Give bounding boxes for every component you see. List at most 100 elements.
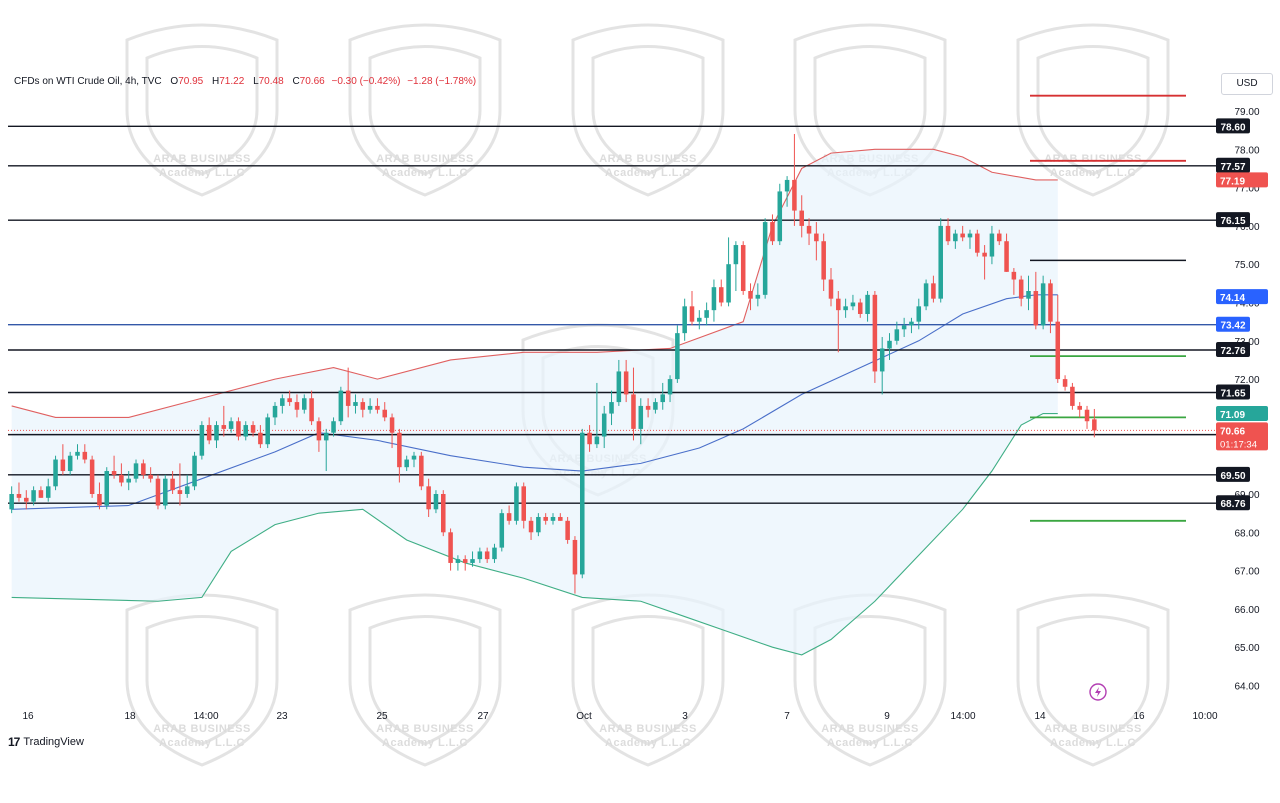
- candle-body: [887, 340, 892, 349]
- candle-body: [441, 494, 446, 533]
- y-tick-label: 64.00: [1234, 682, 1259, 693]
- candle-body: [141, 463, 146, 475]
- price-tag: [1216, 172, 1268, 188]
- watermark-subtext: Academy L.L.C: [1050, 167, 1136, 179]
- candle-body: [375, 405, 380, 410]
- candle-body: [89, 459, 95, 494]
- watermark-shield-icon: ARAB BUSINESS Academy L.L.C: [125, 23, 279, 197]
- countdown-label: 01:17:34: [1220, 439, 1257, 450]
- high-value: 71.22: [219, 76, 245, 87]
- open-label: O: [170, 76, 179, 87]
- shield-outline-icon: [1016, 593, 1170, 767]
- candle-body: [199, 425, 205, 456]
- candle-body: [287, 398, 292, 403]
- x-tick-label: 9: [884, 711, 890, 722]
- candle-body: [477, 551, 483, 560]
- shield-inner-icon: [368, 615, 482, 746]
- candle-body: [967, 233, 973, 238]
- price-tag-label: 71.09: [1220, 410, 1245, 421]
- time-axis[interactable]: 16 18 14:00 23 25 27 Oct 3 7 9 14:00 14 16 10:00: [22, 683, 1218, 722]
- x-tick-label: 23: [276, 711, 288, 722]
- candle-body: [784, 179, 790, 192]
- candle-body: [872, 294, 878, 372]
- level-tag: [1216, 384, 1250, 400]
- candle-body: [338, 390, 344, 422]
- candle-body: [631, 394, 636, 429]
- x-tick-label: 25: [376, 711, 388, 722]
- candle-body: [601, 413, 607, 437]
- y-tick-label: 78.00: [1234, 145, 1259, 156]
- candle-body: [675, 333, 680, 380]
- candle-body: [850, 302, 856, 307]
- tradingview-mark-icon: 17: [8, 735, 20, 749]
- watermark-shield-icon: ARAB BUSINESS Academy L.L.C: [571, 23, 725, 197]
- x-tick-label: 14: [1034, 711, 1046, 722]
- candle-body: [294, 402, 300, 410]
- x-tick-label: 27: [477, 711, 489, 722]
- y-tick-label: 77.00: [1234, 184, 1259, 195]
- candle-body: [1077, 405, 1082, 410]
- candle-body: [777, 191, 783, 242]
- candle-body: [733, 245, 739, 265]
- shield-inner-icon: [1036, 615, 1150, 746]
- candle-body: [24, 497, 29, 502]
- candle-body: [843, 306, 848, 311]
- candle-body: [265, 417, 270, 445]
- level-tag: [1216, 466, 1250, 482]
- level-tag-label: 68.76: [1220, 499, 1245, 510]
- watermark-text: ARAB BUSINESS: [376, 153, 474, 165]
- x-tick-label: 16: [1133, 711, 1145, 722]
- candle-body: [170, 478, 175, 491]
- candle-body: [1084, 409, 1090, 422]
- low-value: 70.48: [258, 76, 284, 87]
- candle-body: [609, 402, 614, 414]
- currency-button[interactable]: USD: [1221, 73, 1273, 95]
- candle-body: [989, 233, 995, 257]
- candle-body: [97, 494, 102, 506]
- y-tick-label: 66.00: [1234, 605, 1259, 616]
- watermark-subtext: Academy L.L.C: [382, 167, 468, 179]
- candle-body: [382, 409, 388, 418]
- candle-body: [1040, 283, 1046, 326]
- watermark-text: ARAB BUSINESS: [1044, 153, 1142, 165]
- candle-body: [667, 379, 673, 395]
- candle-body: [718, 287, 724, 303]
- level-tag-label: 73.42: [1220, 321, 1245, 332]
- level-tag-label: 78.60: [1220, 122, 1245, 133]
- candle-body: [616, 371, 622, 403]
- price-tag: [1216, 405, 1268, 421]
- candle-body: [1004, 241, 1009, 272]
- x-tick-label: 18: [124, 711, 136, 722]
- candle-body: [828, 279, 834, 299]
- candle-body: [945, 225, 951, 242]
- watermark-text: ARAB BUSINESS: [821, 723, 919, 735]
- y-tick-label: 68.00: [1234, 528, 1259, 539]
- price-axis[interactable]: 79.0078.0077.0076.0075.0074.0073.0072.00…: [1216, 66, 1280, 706]
- watermark-shield-icon: ARAB BUSINESS Academy L.L.C: [1016, 593, 1170, 767]
- candle-body: [228, 421, 234, 429]
- level-tag-label: 77.57: [1220, 162, 1245, 173]
- candle-body: [762, 222, 768, 295]
- candle-body: [931, 283, 936, 299]
- candle-body: [155, 478, 161, 506]
- candle-body: [499, 513, 505, 548]
- band-fill: [11, 149, 1058, 655]
- candle-body: [645, 405, 651, 410]
- level-tag-label: 72.76: [1220, 346, 1245, 357]
- candle-body: [799, 210, 804, 226]
- candle-body: [536, 516, 541, 533]
- candle-body: [45, 486, 51, 498]
- watermark-text: ARAB BUSINESS: [376, 723, 474, 735]
- watermark-shield-icon: ARAB BUSINESS Academy L.L.C: [1016, 23, 1170, 197]
- tradingview-logo[interactable]: 17 TradingView: [8, 735, 84, 749]
- candle-body: [923, 283, 929, 307]
- candle-body: [455, 559, 461, 563]
- shield-outline-icon: [348, 593, 502, 767]
- y-tick-label: 72.00: [1234, 375, 1259, 386]
- close-label: C: [292, 76, 300, 87]
- candle-body: [16, 494, 22, 498]
- candle-body: [470, 559, 475, 563]
- candle-body: [492, 547, 497, 560]
